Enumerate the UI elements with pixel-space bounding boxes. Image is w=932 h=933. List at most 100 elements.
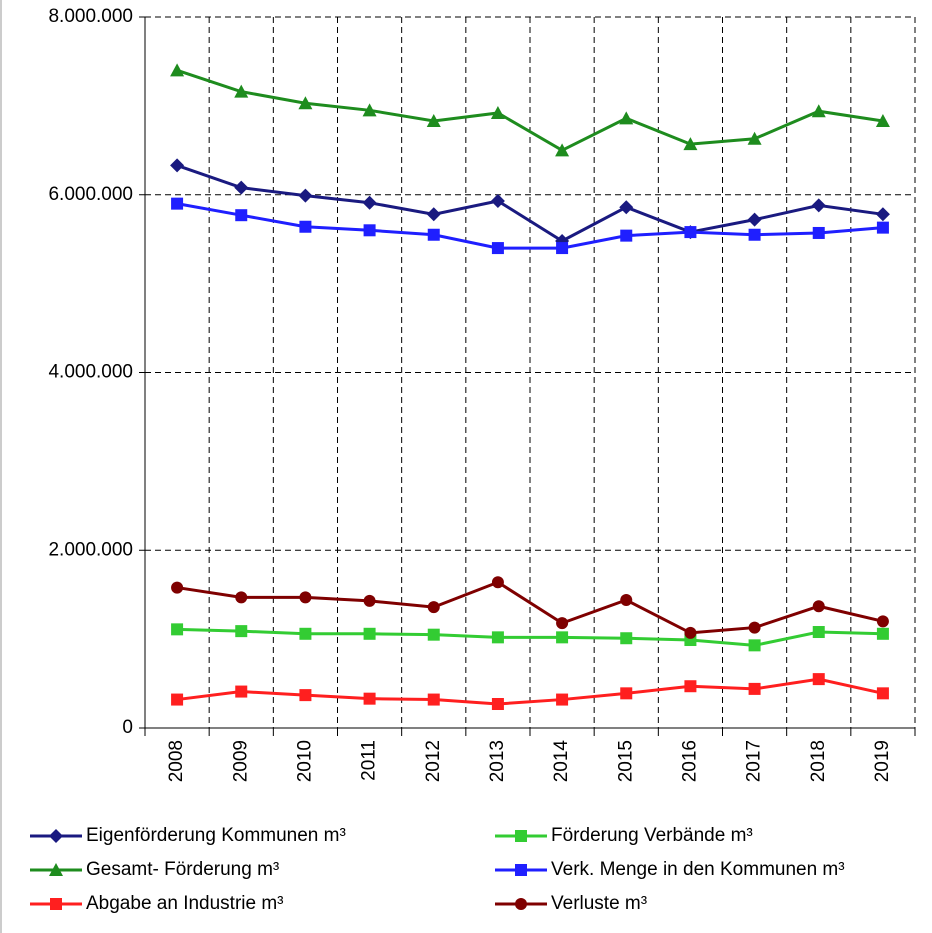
marker	[50, 898, 62, 910]
marker	[555, 143, 570, 157]
marker	[683, 137, 698, 151]
y-tick-label: 4.000.000	[48, 362, 133, 383]
marker	[875, 113, 890, 127]
marker	[234, 84, 249, 98]
marker	[49, 829, 63, 843]
marker	[491, 242, 504, 255]
series-line	[176, 677, 884, 706]
marker	[619, 200, 634, 215]
x-tick-label: 2010	[294, 740, 315, 782]
marker	[620, 687, 633, 700]
marker	[363, 594, 376, 607]
x-tick-label: 2018	[808, 740, 829, 782]
marker	[876, 687, 889, 700]
series-line	[176, 202, 884, 250]
marker	[235, 685, 248, 698]
y-tick-label: 8.000.000	[48, 6, 133, 27]
marker	[363, 692, 376, 705]
marker	[298, 188, 313, 203]
marker	[684, 680, 697, 693]
marker	[748, 621, 761, 634]
marker	[363, 224, 376, 237]
marker	[556, 242, 569, 255]
marker	[747, 131, 762, 145]
x-tick-label: 2019	[872, 740, 893, 782]
x-tick-label: 2009	[230, 740, 251, 782]
marker	[299, 591, 312, 604]
marker	[490, 193, 505, 208]
marker	[427, 228, 440, 241]
marker	[620, 632, 633, 645]
marker	[812, 626, 825, 639]
legend-label: Eigenförderung Kommunen m³	[86, 825, 346, 846]
marker	[515, 898, 527, 910]
series-line	[176, 68, 884, 153]
marker	[515, 864, 527, 876]
marker	[747, 212, 762, 227]
marker	[748, 228, 761, 241]
marker	[620, 229, 633, 242]
marker	[363, 627, 376, 640]
marker	[426, 113, 441, 127]
series-line	[176, 164, 884, 243]
marker	[299, 220, 312, 233]
marker	[812, 600, 825, 613]
x-tick-label: 2015	[615, 740, 636, 782]
marker	[298, 96, 313, 110]
legend-label: Abgabe an Industrie m³	[86, 893, 284, 914]
marker	[812, 226, 825, 239]
x-tick-label: 2013	[487, 740, 508, 782]
marker	[427, 628, 440, 641]
marker	[684, 226, 697, 239]
marker	[875, 207, 890, 222]
marker	[748, 639, 761, 652]
x-tick-label: 2011	[359, 740, 380, 781]
marker	[362, 195, 377, 210]
series-line	[176, 580, 884, 635]
marker	[427, 693, 440, 706]
marker	[876, 627, 889, 640]
marker	[748, 682, 761, 695]
marker	[362, 103, 377, 117]
series-line	[177, 627, 883, 647]
marker	[235, 591, 248, 604]
marker	[620, 594, 633, 607]
marker	[491, 631, 504, 644]
x-tick-label: 2016	[679, 740, 700, 782]
marker	[235, 209, 248, 222]
x-tick-label: 2012	[423, 740, 444, 782]
marker	[619, 111, 634, 125]
marker	[491, 576, 504, 589]
legend-label: Verluste m³	[551, 893, 647, 914]
marker	[427, 601, 440, 614]
marker	[235, 625, 248, 638]
x-tick-label: 2008	[166, 740, 187, 782]
marker	[812, 673, 825, 686]
marker	[811, 198, 826, 213]
marker	[171, 197, 184, 210]
marker	[811, 104, 826, 118]
y-tick-label: 6.000.000	[48, 184, 133, 205]
marker	[556, 617, 569, 630]
marker	[171, 581, 184, 594]
marker	[515, 830, 527, 842]
marker	[876, 221, 889, 234]
x-tick-label: 2017	[744, 740, 765, 782]
x-tick-label: 2014	[551, 740, 572, 783]
marker	[684, 626, 697, 639]
marker	[556, 631, 569, 644]
marker	[491, 698, 504, 711]
y-tick-label: 0	[122, 717, 133, 738]
marker	[876, 615, 889, 628]
marker	[299, 627, 312, 640]
marker	[556, 693, 569, 706]
marker	[490, 105, 505, 119]
legend-label: Gesamt- Förderung m³	[86, 859, 279, 880]
legend-label: Förderung Verbände m³	[551, 825, 753, 846]
y-tick-label: 2.000.000	[48, 539, 133, 560]
marker	[171, 693, 184, 706]
marker	[426, 207, 441, 222]
marker	[170, 63, 185, 77]
marker	[299, 689, 312, 702]
